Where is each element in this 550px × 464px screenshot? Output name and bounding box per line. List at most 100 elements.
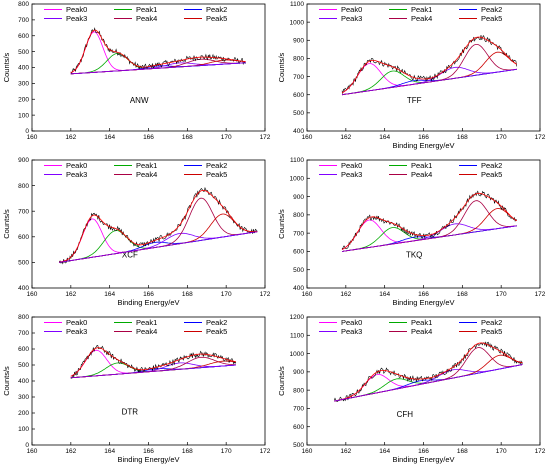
y-tick-label: 300 bbox=[18, 81, 29, 88]
raw-spectrum bbox=[59, 186, 258, 265]
y-tick-label: 100 bbox=[18, 112, 29, 119]
x-tick-label: 164 bbox=[379, 134, 390, 141]
chart-panel-tff: 160 162 164 166 168 170 172 400 500 600 700 800 900 1… bbox=[277, 1, 546, 150]
sample-label: DTR bbox=[122, 407, 139, 416]
background-line bbox=[70, 62, 246, 75]
y-axis-label: Counts/s bbox=[277, 366, 286, 396]
chart-panel-tkq: 160 162 164 166 168 170 172 400 500 600 700 800 900 1… bbox=[277, 157, 546, 307]
legend-label-peak2: Peak2 bbox=[481, 5, 502, 14]
x-tick-label: 168 bbox=[182, 134, 193, 141]
y-tick-label: 800 bbox=[18, 1, 29, 8]
legend-label-peak2: Peak2 bbox=[481, 161, 502, 170]
y-tick-label: 700 bbox=[293, 406, 304, 413]
chart-panel-cfh: 160 162 164 166 168 170 172 500 600 700 800 900 1000… bbox=[277, 314, 546, 464]
y-tick-label: 400 bbox=[18, 65, 29, 72]
legend-label-peak2: Peak2 bbox=[206, 161, 227, 170]
legend-label-peak5: Peak5 bbox=[481, 327, 502, 336]
fit-envelope bbox=[70, 29, 246, 74]
x-tick-label: 168 bbox=[457, 291, 468, 298]
y-tick-label: 500 bbox=[293, 267, 304, 274]
x-tick-label: 172 bbox=[535, 291, 546, 298]
x-axis-label: Binding Energy/eV bbox=[117, 455, 179, 464]
y-tick-label: 1100 bbox=[290, 1, 304, 8]
legend-label-peak2: Peak2 bbox=[206, 5, 227, 14]
fit-curve-peak4 bbox=[334, 347, 523, 402]
plot-frame bbox=[31, 316, 266, 446]
legend-label-peak5: Peak5 bbox=[206, 327, 227, 336]
legend-label-peak3: Peak3 bbox=[66, 327, 87, 336]
y-tick-label: 600 bbox=[293, 249, 304, 256]
sample-label: ANW bbox=[130, 96, 149, 105]
legend-label-peak4: Peak4 bbox=[411, 170, 432, 179]
y-tick-label: 900 bbox=[293, 37, 304, 44]
background-line bbox=[341, 68, 517, 96]
y-tick-label: 0 bbox=[25, 128, 29, 135]
legend-label-peak2: Peak2 bbox=[481, 318, 502, 327]
y-tick-label: 800 bbox=[293, 387, 304, 394]
y-tick-label: 1200 bbox=[290, 314, 305, 321]
legend-label-peak5: Peak5 bbox=[206, 14, 227, 23]
y-tick-label: 500 bbox=[18, 362, 29, 369]
legend-label-peak3: Peak3 bbox=[341, 170, 362, 179]
fit-curve-peak0 bbox=[70, 31, 246, 74]
y-axis-label: Counts/s bbox=[2, 52, 11, 82]
plot-frame bbox=[306, 159, 541, 289]
y-tick-label: 1100 bbox=[290, 157, 304, 164]
background-line bbox=[341, 225, 517, 252]
y-tick-label: 1000 bbox=[290, 175, 305, 182]
x-tick-label: 168 bbox=[457, 134, 468, 141]
y-tick-label: 400 bbox=[18, 378, 29, 385]
x-tick-label: 162 bbox=[65, 448, 76, 455]
x-tick-label: 164 bbox=[104, 448, 115, 455]
x-axis-label: Binding Energy/eV bbox=[117, 298, 179, 307]
y-tick-label: 1000 bbox=[290, 351, 305, 358]
legend-label-peak4: Peak4 bbox=[136, 327, 157, 336]
x-tick-label: 172 bbox=[260, 448, 271, 455]
x-tick-label: 166 bbox=[418, 448, 429, 455]
x-tick-label: 164 bbox=[379, 448, 390, 455]
x-tick-label: 160 bbox=[302, 134, 313, 141]
plot-frame bbox=[306, 316, 541, 446]
x-tick-label: 160 bbox=[302, 291, 313, 298]
legend-label-peak1: Peak1 bbox=[411, 5, 432, 14]
legend-label-peak1: Peak1 bbox=[411, 161, 432, 170]
x-tick-label: 172 bbox=[535, 134, 546, 141]
x-tick-label: 164 bbox=[379, 291, 390, 298]
y-tick-label: 700 bbox=[293, 230, 304, 237]
x-tick-label: 160 bbox=[302, 448, 313, 455]
x-tick-label: 166 bbox=[418, 134, 429, 141]
raw-spectrum bbox=[70, 27, 246, 75]
fit-curve-peak4 bbox=[59, 197, 258, 263]
x-tick-label: 162 bbox=[65, 134, 76, 141]
y-tick-label: 800 bbox=[293, 212, 304, 219]
y-tick-label: 700 bbox=[18, 208, 29, 215]
x-tick-label: 166 bbox=[418, 291, 429, 298]
legend-label-peak1: Peak1 bbox=[136, 5, 157, 14]
legend-label-peak2: Peak2 bbox=[206, 318, 227, 327]
fit-envelope bbox=[70, 347, 236, 377]
legend-label-peak0: Peak0 bbox=[341, 161, 362, 170]
x-tick-label: 160 bbox=[27, 134, 38, 141]
fit-envelope bbox=[334, 342, 523, 402]
x-axis-label: Binding Energy/eV bbox=[392, 298, 454, 307]
x-tick-label: 170 bbox=[221, 448, 232, 455]
y-axis-label: Counts/s bbox=[277, 52, 286, 82]
legend-label-peak0: Peak0 bbox=[341, 5, 362, 14]
y-tick-label: 900 bbox=[18, 157, 29, 164]
y-tick-label: 800 bbox=[293, 56, 304, 63]
fit-curve-peak1 bbox=[70, 52, 246, 75]
x-tick-label: 162 bbox=[340, 448, 351, 455]
legend-label-peak3: Peak3 bbox=[341, 14, 362, 23]
x-tick-label: 172 bbox=[260, 291, 271, 298]
chart-panel-dtr: 160 162 164 166 168 170 172 0 100 200 300 400 500 600… bbox=[2, 314, 271, 464]
x-tick-label: 166 bbox=[143, 448, 154, 455]
y-tick-label: 700 bbox=[18, 17, 29, 24]
sample-label: XCF bbox=[122, 250, 138, 259]
background-line bbox=[59, 231, 258, 263]
legend-label-peak4: Peak4 bbox=[136, 14, 157, 23]
y-tick-label: 800 bbox=[18, 183, 29, 190]
y-tick-label: 600 bbox=[293, 92, 304, 99]
raw-spectrum bbox=[341, 190, 517, 250]
y-tick-label: 0 bbox=[25, 442, 29, 449]
